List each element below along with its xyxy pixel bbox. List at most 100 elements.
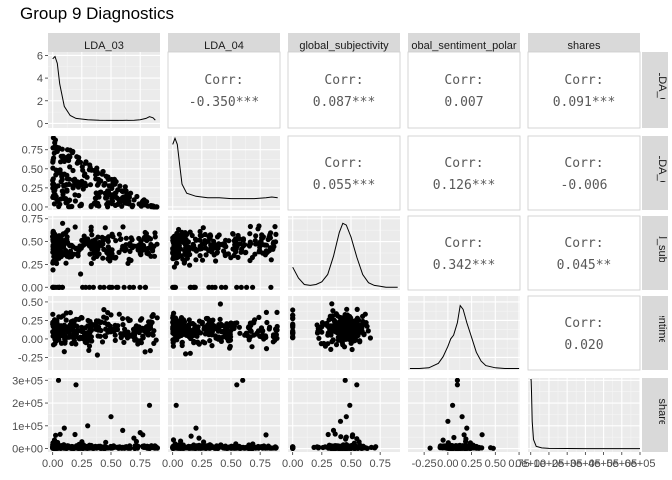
data-point — [58, 159, 64, 165]
data-point — [193, 425, 199, 431]
data-point — [124, 335, 131, 341]
data-point — [113, 238, 119, 244]
data-point — [50, 321, 56, 327]
data-point — [171, 326, 177, 332]
corr-panel — [407, 135, 521, 211]
data-point — [52, 137, 59, 143]
data-point — [73, 445, 79, 451]
density-line — [172, 136, 278, 200]
data-point — [234, 284, 240, 290]
y-tick-label: 0.25 — [22, 259, 43, 271]
data-point — [290, 334, 296, 340]
panel-background — [528, 378, 640, 452]
data-point — [260, 445, 266, 451]
data-point — [170, 445, 176, 451]
data-point — [132, 445, 138, 451]
data-point — [72, 431, 78, 438]
data-point — [203, 252, 209, 258]
data-point — [341, 344, 348, 350]
data-point — [197, 253, 203, 259]
data-point — [184, 445, 190, 451]
data-point — [52, 325, 59, 331]
data-point — [86, 284, 92, 290]
data-point — [212, 333, 218, 339]
data-point — [209, 329, 215, 335]
data-point — [131, 197, 137, 203]
data-point — [233, 239, 239, 245]
data-point — [95, 234, 101, 240]
data-point — [180, 445, 186, 451]
data-point — [88, 325, 94, 331]
data-point — [272, 224, 278, 230]
data-point — [94, 352, 100, 358]
data-point — [124, 200, 130, 206]
data-point — [111, 191, 118, 197]
data-point — [362, 311, 368, 317]
data-point — [218, 284, 225, 290]
data-point — [148, 319, 154, 325]
data-point — [96, 194, 102, 200]
data-point — [344, 306, 350, 312]
data-point — [256, 314, 262, 320]
data-point — [351, 320, 357, 326]
data-point — [225, 251, 231, 257]
data-point — [133, 243, 139, 249]
data-point — [97, 284, 103, 290]
data-point — [105, 244, 111, 250]
data-point — [183, 351, 189, 357]
x-tick-label: 0.25 — [311, 458, 332, 470]
panel-r2-c4: Corr: 0.045** — [527, 215, 641, 291]
data-point — [57, 431, 63, 437]
data-point — [154, 315, 160, 321]
row-strip-label: shares — [656, 398, 668, 432]
data-point — [364, 323, 370, 329]
data-point — [115, 201, 121, 207]
x-tick-label: 0.75 — [508, 458, 529, 470]
data-point — [101, 307, 107, 313]
data-point — [320, 320, 326, 327]
data-point — [68, 325, 74, 332]
panel-r3-c2 — [288, 296, 400, 370]
x-tick-label: 0.00 — [437, 458, 458, 470]
data-point — [177, 246, 184, 252]
data-point — [63, 247, 69, 254]
data-point — [185, 239, 191, 245]
row-strip — [642, 136, 668, 210]
panel-r2-c0 — [48, 216, 160, 290]
panel-r1-c3: Corr: 0.126*** — [407, 135, 521, 211]
corr-label: Corr: — [564, 316, 603, 331]
data-point — [202, 238, 208, 244]
data-point — [200, 339, 206, 345]
data-point — [85, 423, 91, 429]
data-point — [343, 414, 349, 420]
data-point — [145, 332, 151, 338]
data-point — [61, 182, 67, 188]
data-point — [330, 308, 336, 314]
data-point — [51, 243, 57, 250]
data-point — [427, 445, 433, 451]
data-point — [268, 284, 274, 290]
data-point — [85, 330, 91, 337]
column-strip-label: LDA_03 — [84, 40, 124, 52]
data-point — [63, 188, 69, 194]
data-point — [86, 343, 93, 349]
data-point — [316, 335, 322, 341]
data-point — [338, 319, 344, 326]
data-point — [153, 204, 160, 210]
data-point — [187, 229, 193, 235]
data-point — [119, 203, 125, 209]
data-point — [242, 242, 248, 248]
data-point — [247, 231, 253, 237]
corr-value: 0.020 — [564, 338, 603, 353]
data-point — [79, 182, 85, 188]
data-point — [150, 313, 156, 319]
data-point — [237, 330, 243, 336]
data-point — [172, 239, 178, 245]
data-point — [77, 243, 83, 249]
data-point — [53, 432, 59, 438]
data-point — [463, 436, 469, 442]
data-point — [349, 434, 355, 440]
data-point — [83, 284, 89, 290]
y-tick-label: 0e+00 — [12, 444, 43, 456]
data-point — [315, 445, 321, 451]
